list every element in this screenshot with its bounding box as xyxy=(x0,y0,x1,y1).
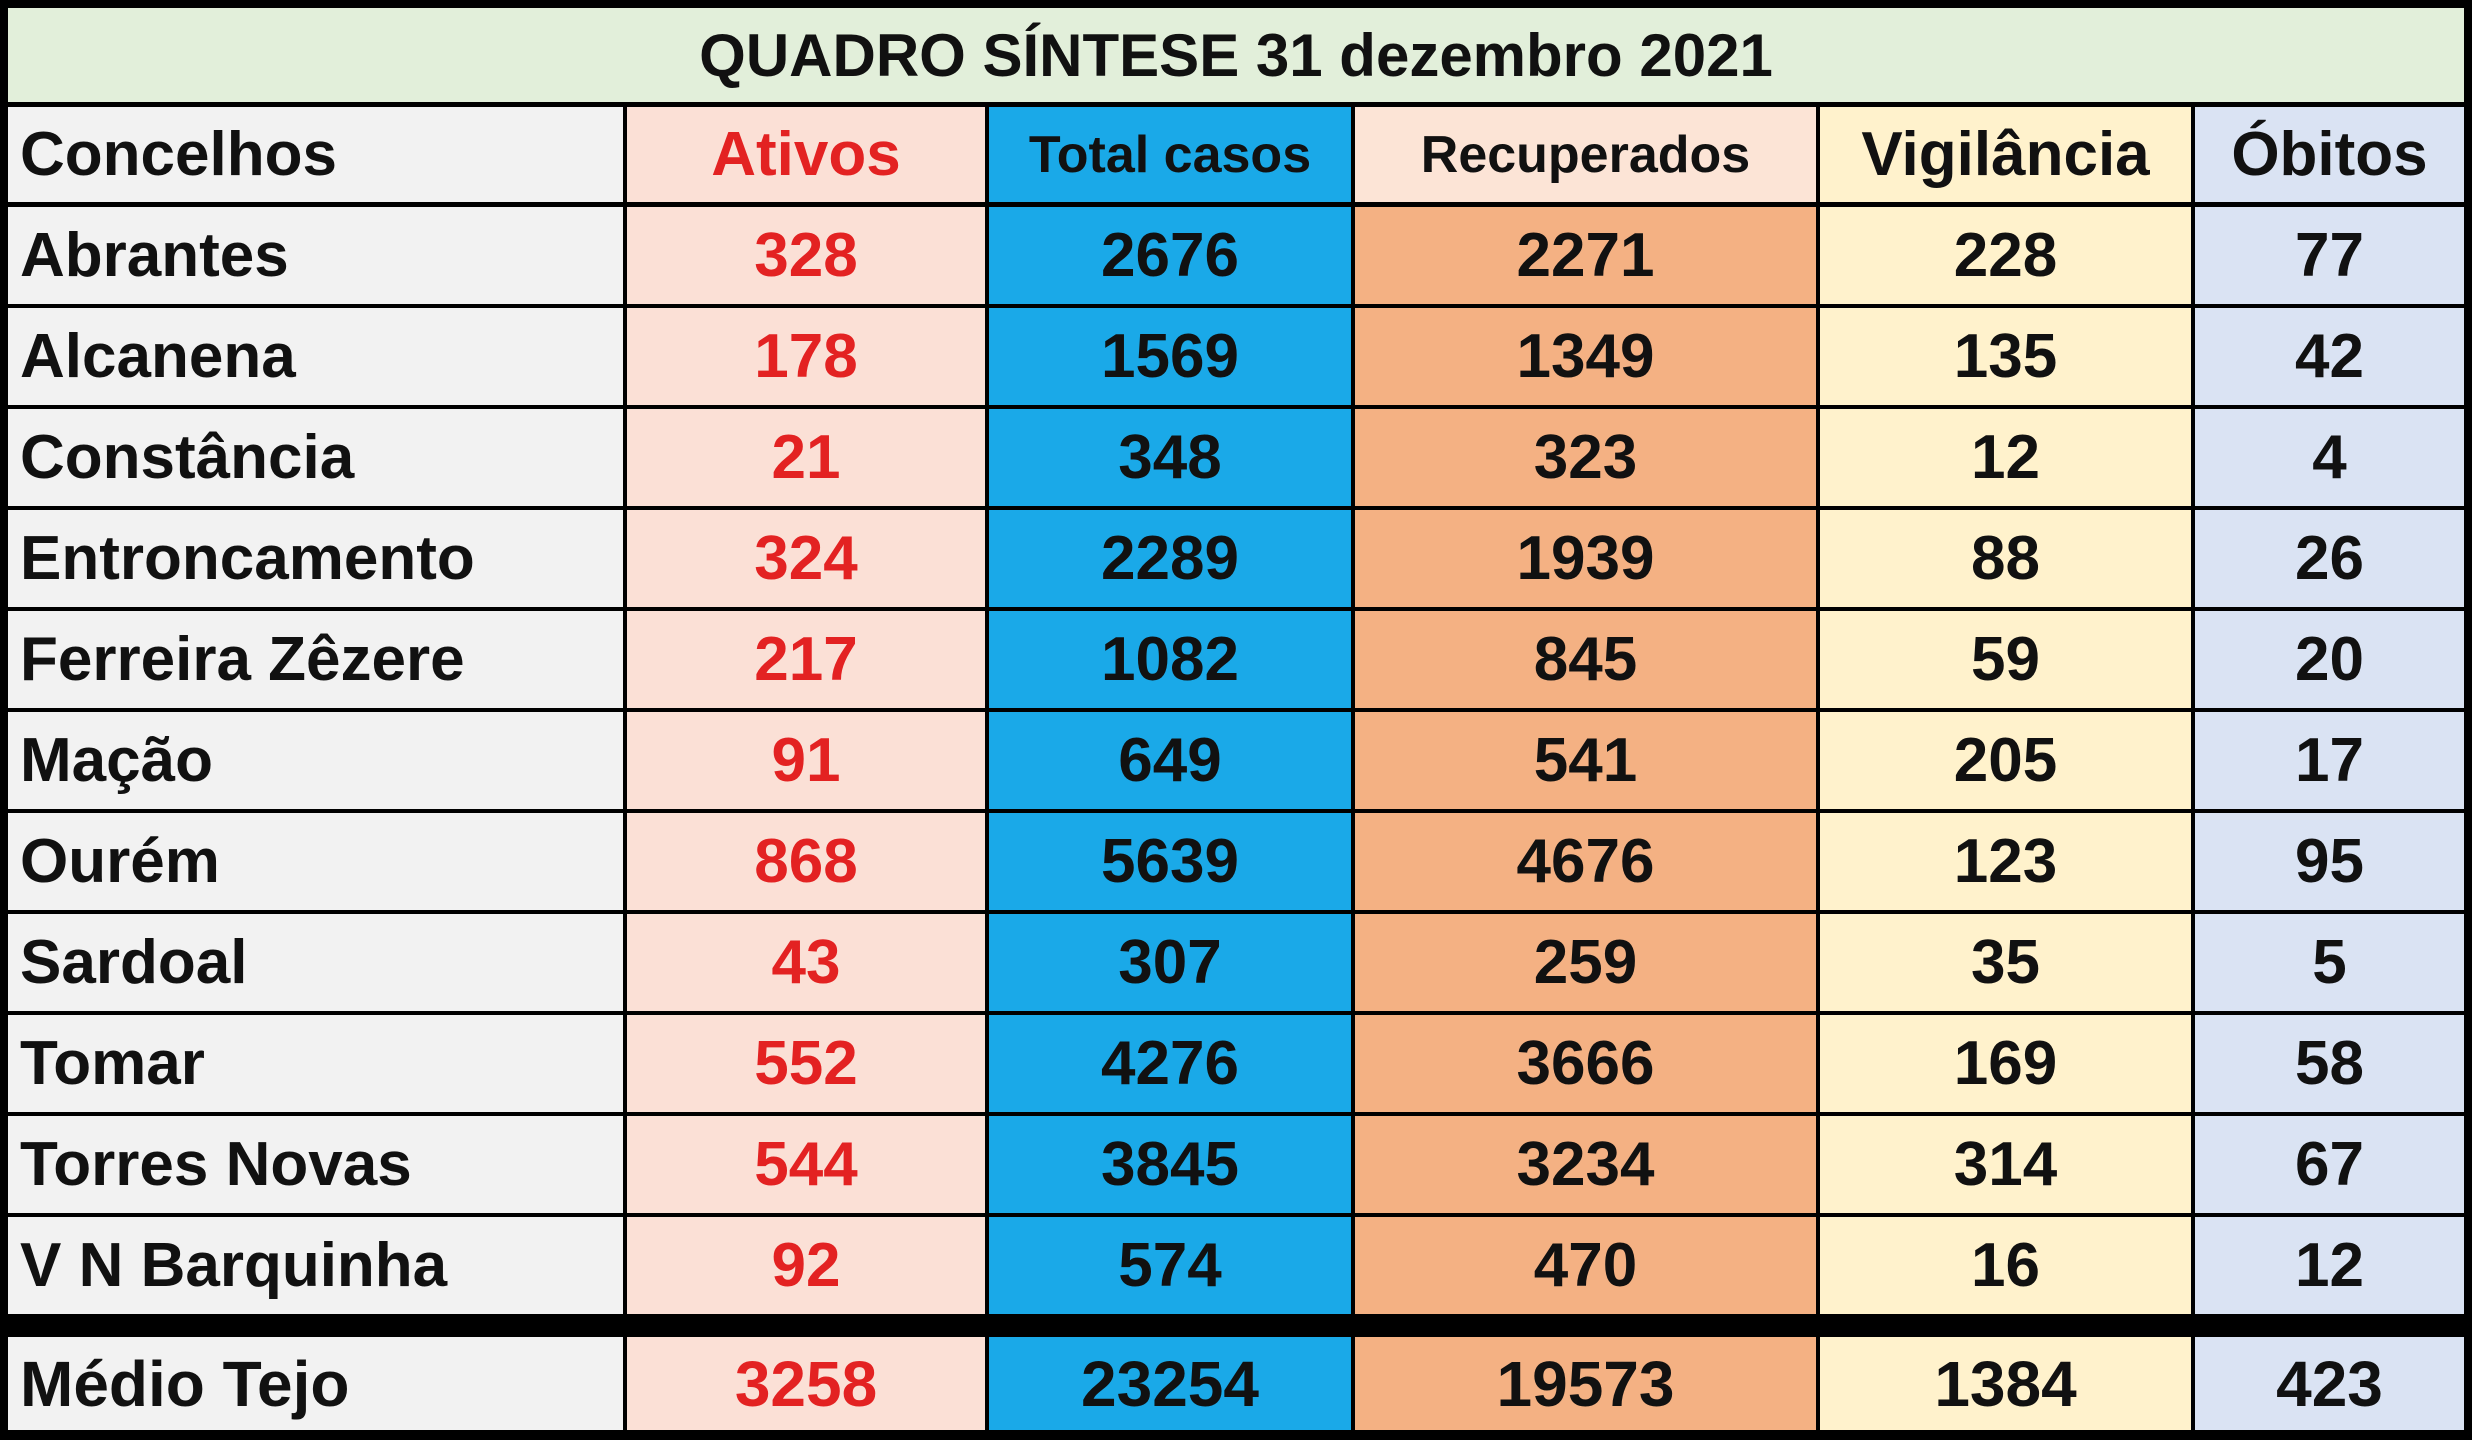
table-cell: 5 xyxy=(2195,914,2464,1011)
table-cell: 2676 xyxy=(989,207,1351,304)
table-cell: 59 xyxy=(1820,611,2191,708)
row-label: V N Barquinha xyxy=(8,1217,623,1314)
table-cell: 868 xyxy=(627,813,985,910)
total-cell: 423 xyxy=(2195,1337,2464,1430)
table-cell: 12 xyxy=(2195,1217,2464,1314)
table-cell: 307 xyxy=(989,914,1351,1011)
column-header: Total casos xyxy=(989,107,1351,202)
table-cell: 26 xyxy=(2195,510,2464,607)
column-header: Concelhos xyxy=(8,107,623,202)
table-cell: 16 xyxy=(1820,1217,2191,1314)
table-cell: 88 xyxy=(1820,510,2191,607)
table-cell: 3845 xyxy=(989,1116,1351,1213)
table-cell: 574 xyxy=(989,1217,1351,1314)
table-cell: 58 xyxy=(2195,1015,2464,1112)
table-cell: 123 xyxy=(1820,813,2191,910)
table-cell: 845 xyxy=(1355,611,1816,708)
column-header: Recuperados xyxy=(1355,107,1816,202)
row-label: Mação xyxy=(8,712,623,809)
total-cell: 3258 xyxy=(627,1337,985,1430)
table-cell: 205 xyxy=(1820,712,2191,809)
total-label: Médio Tejo xyxy=(8,1337,623,1430)
table-cell: 348 xyxy=(989,409,1351,506)
table-cell: 4676 xyxy=(1355,813,1816,910)
table-cell: 77 xyxy=(2195,207,2464,304)
table-cell: 4 xyxy=(2195,409,2464,506)
table-cell: 323 xyxy=(1355,409,1816,506)
table-cell: 552 xyxy=(627,1015,985,1112)
table-cell: 259 xyxy=(1355,914,1816,1011)
table-cell: 544 xyxy=(627,1116,985,1213)
table-cell: 20 xyxy=(2195,611,2464,708)
table-cell: 328 xyxy=(627,207,985,304)
row-label: Ourém xyxy=(8,813,623,910)
table-cell: 178 xyxy=(627,308,985,405)
table-cell: 324 xyxy=(627,510,985,607)
row-label: Torres Novas xyxy=(8,1116,623,1213)
table-cell: 3666 xyxy=(1355,1015,1816,1112)
table-cell: 1349 xyxy=(1355,308,1816,405)
table-cell: 17 xyxy=(2195,712,2464,809)
total-cell: 23254 xyxy=(989,1337,1351,1430)
table-cell: 21 xyxy=(627,409,985,506)
total-cell: 19573 xyxy=(1355,1337,1816,1430)
table-cell: 42 xyxy=(2195,308,2464,405)
total-cell: 1384 xyxy=(1820,1337,2191,1430)
table-cell: 95 xyxy=(2195,813,2464,910)
table-cell: 92 xyxy=(627,1217,985,1314)
table-cell: 43 xyxy=(627,914,985,1011)
table-cell: 314 xyxy=(1820,1116,2191,1213)
table-cell: 2271 xyxy=(1355,207,1816,304)
table-cell: 1939 xyxy=(1355,510,1816,607)
table-cell: 12 xyxy=(1820,409,2191,506)
table-cell: 91 xyxy=(627,712,985,809)
row-label: Tomar xyxy=(8,1015,623,1112)
column-header: Ativos xyxy=(627,107,985,202)
table-cell: 1082 xyxy=(989,611,1351,708)
table-cell: 228 xyxy=(1820,207,2191,304)
table-cell: 135 xyxy=(1820,308,2191,405)
table-cell: 5639 xyxy=(989,813,1351,910)
row-label: Alcanena xyxy=(8,308,623,405)
table-cell: 3234 xyxy=(1355,1116,1816,1213)
table-cell: 67 xyxy=(2195,1116,2464,1213)
table-cell: 2289 xyxy=(989,510,1351,607)
row-label: Ferreira Zêzere xyxy=(8,611,623,708)
column-header: Óbitos xyxy=(2195,107,2464,202)
row-label: Abrantes xyxy=(8,207,623,304)
column-header: Vigilância xyxy=(1820,107,2191,202)
table-cell: 169 xyxy=(1820,1015,2191,1112)
table-cell: 4276 xyxy=(989,1015,1351,1112)
table-title: QUADRO SÍNTESE 31 dezembro 2021 xyxy=(8,8,2464,102)
row-label: Entroncamento xyxy=(8,510,623,607)
table-cell: 649 xyxy=(989,712,1351,809)
table-cell: 541 xyxy=(1355,712,1816,809)
table-cell: 35 xyxy=(1820,914,2191,1011)
table-cell: 1569 xyxy=(989,308,1351,405)
row-label: Sardoal xyxy=(8,914,623,1011)
table-cell: 470 xyxy=(1355,1217,1816,1314)
row-label: Constância xyxy=(8,409,623,506)
table-cell: 217 xyxy=(627,611,985,708)
